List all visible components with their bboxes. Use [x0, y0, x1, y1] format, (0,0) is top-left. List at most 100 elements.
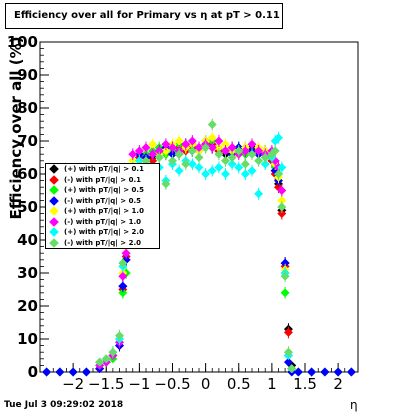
- data-point: [280, 271, 290, 281]
- data-point: [101, 354, 111, 364]
- legend-label: (-) with pT/|q| > 1.0: [64, 217, 141, 226]
- x-tick-label-3: −0.5: [154, 375, 190, 393]
- y-tick-label-9: 90: [17, 66, 38, 84]
- data-point: [181, 139, 191, 149]
- legend-item-6: (+) with pT/|q| > 2.0: [46, 227, 159, 238]
- data-point: [181, 159, 191, 169]
- x-tick-label-0: −2: [62, 375, 84, 393]
- y-tick-label-5: 50: [17, 198, 38, 216]
- data-point: [174, 166, 184, 176]
- legend-label: (+) with pT/|q| > 0.1: [64, 165, 144, 174]
- legend-item-3: (-) with pT/|q| > 0.5: [46, 195, 159, 207]
- data-point: [346, 367, 356, 377]
- legend-item-1: (-) with pT/|q| > 0.1: [46, 174, 159, 186]
- x-tick-label-6: 1: [267, 375, 277, 393]
- y-tick-label-1: 10: [17, 330, 38, 348]
- data-point: [118, 281, 128, 291]
- data-point: [108, 347, 118, 357]
- data-point: [273, 169, 284, 179]
- data-point: [201, 143, 211, 153]
- data-point: [118, 258, 128, 268]
- legend-label: (-) with pT/|q| > 0.5: [64, 196, 141, 205]
- data-point: [260, 159, 270, 169]
- data-point: [277, 209, 287, 219]
- legend-label: (-) with pT/|q| > 0.1: [64, 175, 141, 184]
- data-point: [114, 331, 125, 341]
- y-tick-label-0: 0: [28, 363, 38, 381]
- x-tick-label-8: 2: [333, 375, 343, 393]
- y-tick-label-7: 70: [17, 132, 38, 150]
- data-point: [207, 143, 217, 153]
- legend-marker: [49, 174, 59, 185]
- data-point: [270, 146, 280, 156]
- legend-marker: [49, 216, 59, 227]
- data-point: [254, 189, 264, 199]
- x-tick-label-2: −1: [128, 375, 150, 393]
- data-point: [174, 149, 184, 159]
- data-point: [277, 162, 287, 172]
- y-tick-label-6: 60: [17, 165, 38, 183]
- legend-marker: [49, 227, 59, 238]
- data-point: [287, 364, 297, 374]
- data-point: [260, 152, 270, 163]
- legend-label: (+) with pT/|q| > 1.0: [64, 207, 144, 216]
- data-point: [161, 139, 171, 149]
- data-point: [283, 347, 293, 357]
- data-point: [207, 119, 217, 130]
- data-point: [154, 152, 164, 163]
- legend: (+) with pT/|q| > 0.1 (-) with pT/|q| > 0…: [45, 163, 160, 249]
- data-point: [68, 367, 78, 377]
- timestamp-footer: Tue Jul 3 09:29:02 2018: [4, 400, 124, 410]
- data-point: [227, 152, 237, 163]
- legend-item-4: (+) with pT/|q| > 1.0: [46, 206, 159, 217]
- data-point: [277, 202, 287, 212]
- x-axis-label: η: [350, 398, 358, 412]
- data-point: [118, 271, 128, 281]
- y-tick-label-10: 100: [7, 33, 38, 51]
- data-point: [95, 357, 105, 367]
- data-point: [128, 149, 138, 159]
- data-point: [194, 152, 204, 163]
- x-tick-label-5: 0.5: [227, 375, 251, 393]
- data-point: [273, 133, 284, 143]
- data-point: [240, 169, 250, 179]
- legend-marker: [49, 206, 59, 217]
- data-point: [194, 162, 204, 172]
- y-tick-label-3: 30: [17, 264, 38, 282]
- data-point: [234, 162, 244, 172]
- data-point: [247, 149, 257, 159]
- data-point: [214, 162, 224, 172]
- y-axis-label: Efficiency over all (%): [7, 36, 25, 220]
- data-point: [247, 166, 257, 176]
- data-point: [141, 143, 151, 153]
- data-point: [214, 149, 224, 159]
- legend-label: (-) with pT/|q| > 2.0: [64, 238, 141, 247]
- data-point: [201, 169, 211, 179]
- data-point: [167, 156, 178, 166]
- data-point: [283, 357, 293, 367]
- x-tick-label-4: 0: [201, 375, 211, 393]
- legend-marker: [49, 164, 59, 175]
- data-point: [42, 367, 52, 377]
- data-point: [161, 146, 171, 156]
- data-point: [254, 156, 264, 166]
- data-point: [240, 159, 250, 169]
- y-tick-label-8: 80: [17, 99, 38, 117]
- chart-title: Efficiency over all for Primary vs η at …: [5, 3, 283, 29]
- data-point: [148, 149, 158, 159]
- data-point: [234, 146, 244, 156]
- legend-item-7: (-) with pT/|q| > 2.0: [46, 237, 159, 249]
- data-point: [307, 367, 317, 377]
- legend-item-0: (+) with pT/|q| > 0.1: [46, 164, 159, 175]
- data-point: [227, 159, 237, 169]
- data-point: [187, 159, 197, 169]
- x-tick-label-1: −1.5: [88, 375, 124, 393]
- data-point: [118, 288, 128, 298]
- legend-item-2: (+) with pT/|q| > 0.5: [46, 185, 159, 196]
- data-point: [161, 179, 171, 189]
- y-tick-label-2: 20: [17, 297, 38, 315]
- legend-label: (+) with pT/|q| > 2.0: [64, 228, 144, 237]
- data-point: [320, 367, 330, 377]
- data-point: [167, 143, 178, 153]
- legend-item-5: (-) with pT/|q| > 1.0: [46, 216, 159, 228]
